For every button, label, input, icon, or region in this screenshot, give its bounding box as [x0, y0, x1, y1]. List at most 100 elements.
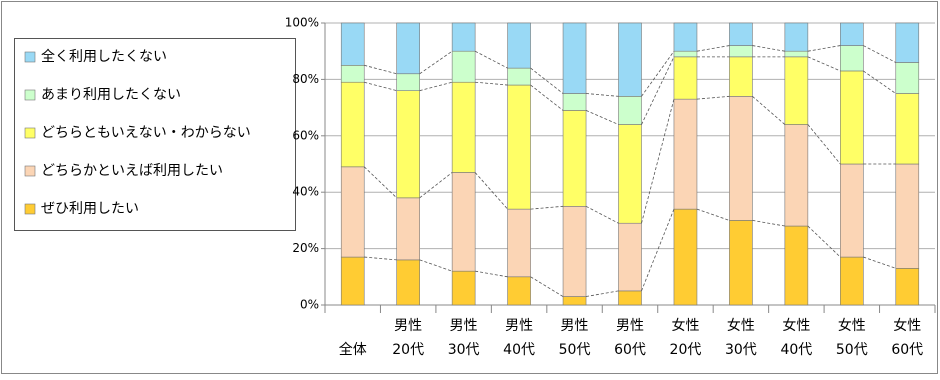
connector-line — [585, 290, 619, 297]
connector-line — [474, 172, 508, 210]
bar-segment — [507, 276, 531, 306]
bar-segment — [784, 225, 809, 306]
connector-line — [530, 84, 564, 111]
bar-segment — [562, 22, 587, 94]
bar-segment — [396, 73, 420, 91]
legend-label: ぜひ利用したい — [41, 201, 139, 217]
connector-line — [585, 110, 619, 125]
x-tick-label: 60代 — [891, 342, 923, 358]
connector-line — [475, 270, 508, 278]
bar-segment — [784, 22, 809, 52]
bar-segment — [673, 56, 698, 100]
bar-segment — [507, 22, 531, 69]
y-tick-label: 20% — [292, 241, 319, 255]
connector-line — [696, 45, 730, 52]
y-tick-label: 40% — [292, 185, 319, 199]
connector-line — [863, 70, 897, 94]
connector-line — [530, 276, 564, 297]
y-tick-label: 100% — [285, 16, 319, 30]
y-tick-label: 60% — [292, 128, 319, 142]
bar-segment — [673, 208, 698, 306]
connector-line — [419, 50, 453, 75]
bar-segment — [729, 22, 753, 46]
x-tick-label: 50代 — [559, 342, 591, 358]
x-tick-label: 20代 — [392, 342, 424, 358]
x-tick-label: 男性 — [561, 318, 589, 334]
y-tick-label: 80% — [292, 72, 319, 86]
bar-segment — [618, 96, 642, 125]
bar-segment — [618, 290, 642, 306]
connector-line — [475, 81, 508, 86]
bar-segment — [396, 259, 420, 306]
bar-segment — [840, 70, 864, 165]
bar-segment — [895, 62, 920, 94]
connector-line — [752, 45, 785, 52]
bar-segment — [451, 270, 476, 306]
x-tick-label: 男性 — [450, 318, 478, 334]
connector-line — [530, 67, 564, 94]
connector-line — [586, 93, 619, 97]
x-tick-label: 男性 — [616, 318, 644, 334]
bar-segment — [618, 222, 642, 292]
connector-line — [696, 208, 730, 221]
x-tick-label: 40代 — [503, 342, 535, 358]
bar-segment — [729, 220, 753, 306]
x-tick-label: 20代 — [670, 342, 702, 358]
bar-segment — [840, 45, 864, 72]
bar-segment — [562, 110, 587, 207]
bar-segment — [729, 56, 753, 97]
bar-segment — [396, 197, 420, 261]
connector-line — [641, 50, 675, 97]
bar-segment — [507, 208, 531, 278]
x-tick-label: 女性 — [893, 317, 921, 334]
bar-segment — [729, 45, 753, 58]
legend-label: あまり利用したくない — [41, 87, 181, 103]
bar-segment — [618, 124, 642, 224]
bar-segment — [451, 81, 476, 173]
bar-segment — [784, 56, 809, 125]
bar-segment — [507, 67, 531, 86]
bar-segment — [618, 22, 642, 97]
connector-line — [364, 64, 397, 75]
legend-swatch — [24, 165, 36, 177]
x-tick-label: 30代 — [725, 342, 757, 358]
bar-segment — [895, 268, 920, 306]
legend-swatch — [24, 51, 36, 63]
legend-box — [14, 38, 296, 231]
bar-segment — [840, 163, 864, 258]
bar-segment — [673, 50, 698, 58]
bar-segment — [340, 22, 365, 66]
connector-line — [419, 172, 453, 199]
x-tick-label: 50代 — [836, 342, 868, 358]
bar-segment — [562, 93, 587, 111]
legend-label: どちらともいえない・わからない — [41, 125, 251, 141]
bar-segment — [340, 65, 365, 83]
connector-line — [807, 124, 841, 165]
y-tick-label: 0% — [300, 298, 319, 312]
bar-segment — [895, 22, 920, 63]
bar-segment — [784, 124, 809, 227]
bar-segment — [451, 172, 476, 272]
x-tick-label: 女性 — [671, 317, 699, 334]
bar-segment — [562, 296, 587, 306]
x-tick-label: 60代 — [614, 342, 646, 358]
connector-line — [363, 166, 397, 199]
bar-segment — [673, 98, 698, 210]
bar-segment — [784, 50, 809, 58]
connector-line — [807, 45, 841, 52]
bar-segment — [451, 50, 476, 83]
connector-line — [419, 259, 453, 272]
legend-swatch — [24, 127, 36, 139]
bar-segment — [840, 22, 864, 46]
connector-line — [585, 205, 619, 224]
connector-line — [863, 256, 896, 269]
x-tick-label: 女性 — [727, 317, 755, 334]
x-tick-label: 40代 — [780, 342, 812, 358]
x-tick-label: 女性 — [838, 317, 866, 334]
x-tick-label: 男性 — [394, 318, 422, 334]
connector-line — [863, 45, 896, 63]
x-tick-label: 女性 — [782, 317, 810, 334]
connector-line — [641, 99, 675, 224]
connector-line — [696, 95, 730, 100]
